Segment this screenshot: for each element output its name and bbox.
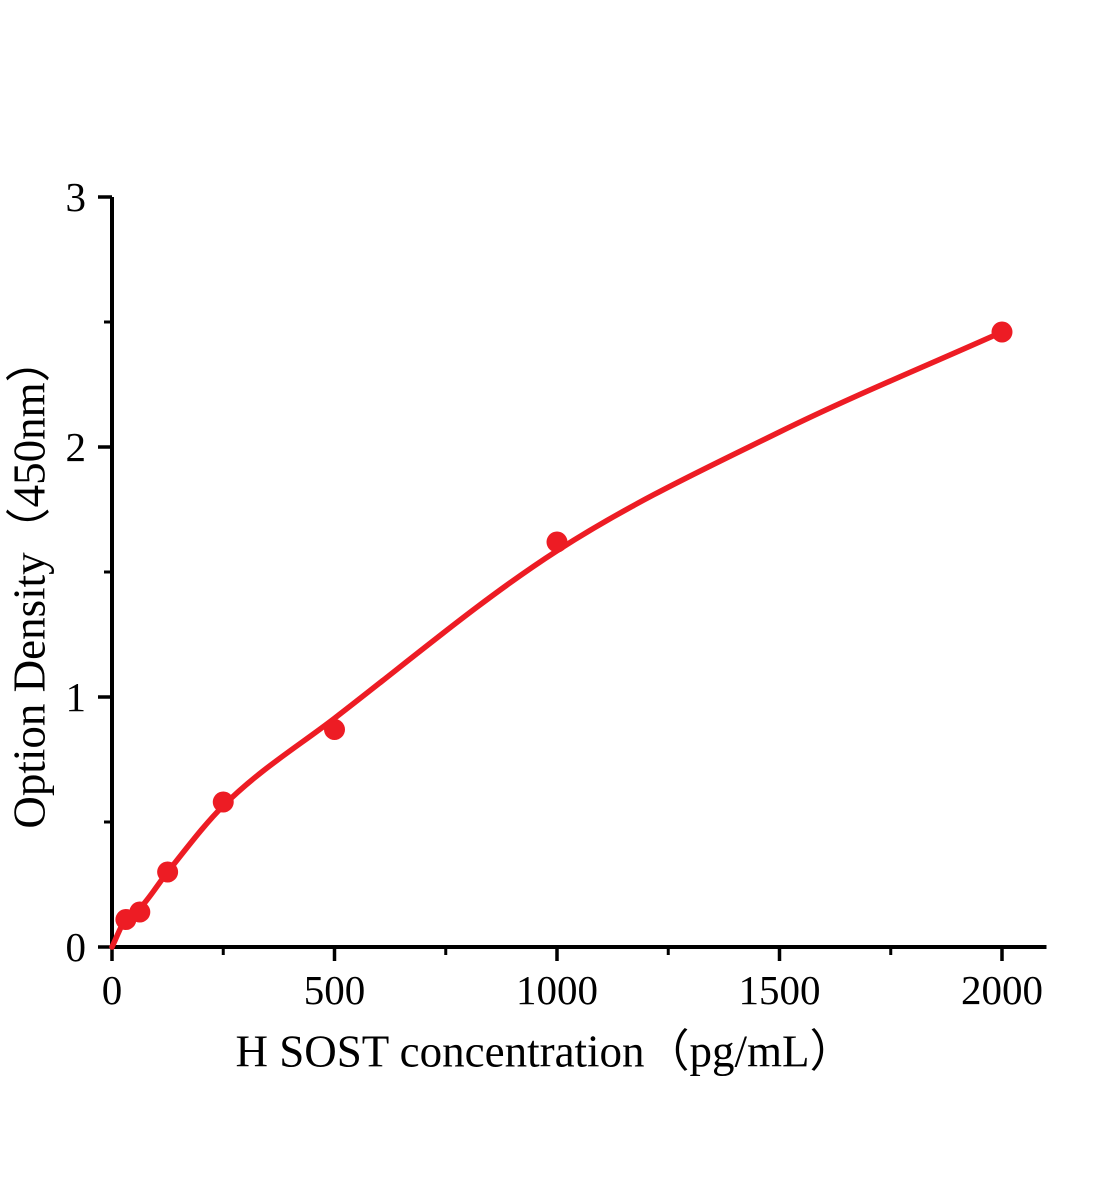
x-axis-title: H SOST concentration（pg/mL）	[235, 1026, 855, 1077]
y-tick-label: 0	[66, 924, 87, 970]
data-point-marker	[991, 321, 1013, 343]
standard-curve-line	[109, 329, 1005, 950]
x-tick-label: 1500	[739, 967, 821, 1013]
y-tick-label: 2	[66, 424, 87, 470]
y-tick-label: 3	[66, 174, 87, 220]
x-tick-label: 2000	[961, 967, 1043, 1013]
y-tick-label: 1	[66, 674, 87, 720]
y-axis-title: Option Density（450nm）	[4, 337, 55, 829]
data-point-marker	[129, 901, 151, 923]
x-tick-label: 0	[102, 967, 123, 1013]
axes-frame	[110, 197, 1047, 949]
x-tick-label: 1000	[516, 967, 598, 1013]
x-tick-label: 500	[304, 967, 366, 1013]
data-point-marker	[546, 531, 568, 553]
data-point-marker	[324, 719, 345, 740]
data-point-marker	[157, 861, 179, 883]
data-point-marker	[212, 791, 234, 813]
